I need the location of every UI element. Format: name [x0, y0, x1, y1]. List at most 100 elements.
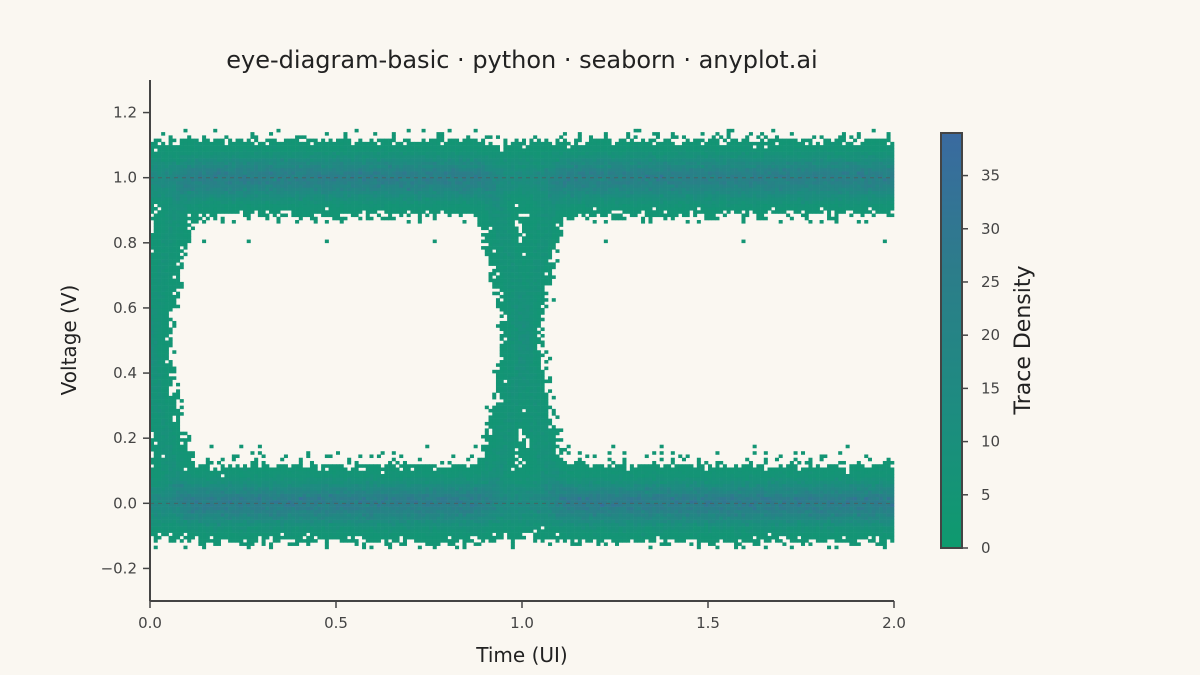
heatmap-cell: [440, 467, 445, 472]
heatmap-cell: [525, 513, 530, 517]
heatmap-cell: [525, 509, 530, 514]
heatmap-cell: [507, 506, 512, 511]
heatmap-cell: [719, 483, 724, 488]
heatmap-cell: [469, 519, 474, 524]
heatmap-cell: [600, 509, 605, 514]
heatmap-cell: [164, 500, 169, 504]
heatmap-cell: [455, 526, 460, 530]
heatmap-cell: [555, 487, 560, 491]
heatmap-cell: [190, 506, 195, 511]
heatmap-cell: [495, 444, 500, 449]
heatmap-cell: [254, 477, 259, 481]
heatmap-cell: [819, 470, 824, 475]
heatmap-cell: [228, 526, 233, 530]
heatmap-cell: [239, 496, 244, 501]
heatmap-cell: [629, 506, 634, 511]
heatmap-cell: [295, 490, 300, 494]
heatmap-cell: [216, 490, 221, 494]
heatmap-cell: [302, 493, 307, 498]
heatmap-cell: [343, 470, 348, 475]
heatmap-cell: [321, 513, 326, 517]
heatmap-cell: [823, 454, 828, 459]
heatmap-cell: [722, 500, 727, 504]
heatmap-cell: [510, 454, 515, 459]
heatmap-cell: [525, 460, 530, 465]
heatmap-cell: [745, 516, 750, 520]
heatmap-cell: [611, 526, 616, 530]
heatmap-cell: [469, 532, 474, 537]
heatmap-cell: [369, 490, 374, 494]
heatmap-cell: [737, 516, 742, 520]
heatmap-cell: [629, 480, 634, 485]
heatmap-cell: [726, 483, 731, 488]
heatmap-cell: [633, 493, 638, 498]
heatmap-cell: [332, 503, 337, 507]
heatmap-cell: [629, 513, 634, 517]
heatmap-cell: [287, 526, 292, 530]
heatmap-cell: [455, 539, 460, 543]
heatmap-cell: [432, 496, 437, 501]
heatmap-cell: [495, 500, 500, 504]
heatmap-cell: [321, 500, 326, 504]
heatmap-cell: [685, 483, 690, 488]
heatmap-cell: [819, 483, 824, 488]
heatmap-cell: [157, 496, 162, 501]
heatmap-cell: [213, 477, 218, 481]
heatmap-cell: [254, 503, 259, 507]
heatmap-cell: [458, 509, 463, 514]
heatmap-cell: [566, 451, 571, 455]
heatmap-cell: [231, 480, 236, 485]
heatmap-cell: [882, 496, 887, 501]
heatmap-cell: [827, 493, 832, 498]
heatmap-cell: [867, 532, 872, 537]
heatmap-cell: [667, 487, 672, 491]
heatmap-cell: [648, 470, 653, 475]
heatmap-cell: [231, 490, 236, 494]
heatmap-cell: [179, 460, 184, 465]
heatmap-cell: [164, 513, 169, 517]
heatmap-cell: [629, 503, 634, 507]
heatmap-cell: [440, 477, 445, 481]
heatmap-cell: [700, 526, 705, 530]
heatmap-cell: [239, 470, 244, 475]
heatmap-cell: [551, 513, 556, 517]
heatmap-cell: [488, 516, 493, 520]
heatmap-cell: [324, 496, 329, 501]
heatmap-cell: [533, 460, 538, 465]
heatmap-cell: [804, 519, 809, 524]
heatmap-cell: [291, 509, 296, 514]
heatmap-cell: [291, 493, 296, 498]
heatmap-cell: [808, 532, 813, 537]
heatmap-cell: [845, 506, 850, 511]
heatmap-cell: [291, 532, 296, 537]
heatmap-cell: [678, 532, 683, 537]
heatmap-cell: [272, 519, 277, 524]
heatmap-cell: [339, 493, 344, 498]
heatmap-cell: [209, 483, 214, 488]
heatmap-cell: [473, 532, 478, 537]
heatmap-cell: [228, 519, 233, 524]
heatmap-cell: [283, 496, 288, 501]
heatmap-cell: [644, 519, 649, 524]
heatmap-cell: [436, 474, 441, 478]
heatmap-cell: [548, 526, 553, 530]
heatmap-cell: [365, 522, 370, 527]
heatmap-cell: [559, 474, 564, 478]
heatmap-cell: [585, 506, 590, 511]
heatmap-cell: [760, 490, 765, 494]
heatmap-cell: [161, 483, 166, 488]
heatmap-cell: [808, 493, 813, 498]
heatmap-cell: [548, 467, 553, 472]
heatmap-cell: [190, 490, 195, 494]
heatmap-cell: [488, 447, 493, 452]
heatmap-cell: [510, 444, 515, 449]
heatmap-cell: [577, 464, 582, 468]
heatmap-cell: [276, 539, 281, 543]
heatmap-cell: [819, 467, 824, 472]
heatmap-cell: [708, 522, 713, 527]
heatmap-cell: [324, 464, 329, 468]
heatmap-cell: [336, 535, 341, 540]
heatmap-cell: [886, 509, 891, 514]
heatmap-cell: [756, 522, 761, 527]
heatmap-cell: [522, 500, 527, 504]
